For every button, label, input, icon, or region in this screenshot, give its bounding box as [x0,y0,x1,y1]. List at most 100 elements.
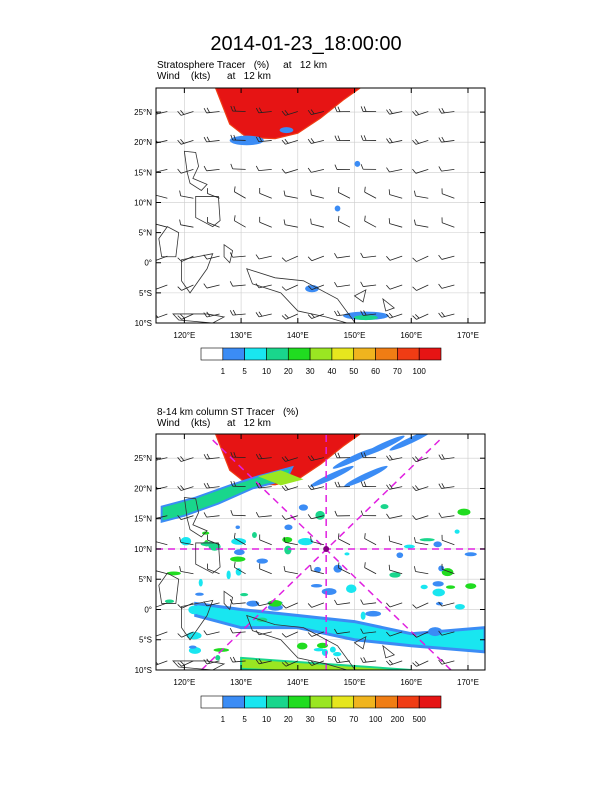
wind-barb [386,631,403,637]
tracer-patch [313,648,324,652]
wind-barb [203,283,220,289]
wind-barb [364,186,377,199]
wind-barb [230,480,246,488]
colorbar-label: 10 [262,367,271,376]
wind-barb [412,168,429,174]
wind-barb [156,194,168,199]
colorbar-box [331,695,355,709]
tracer-patch [316,642,328,649]
wind-barb [281,515,298,520]
wind-barb [156,660,168,666]
wind-barb [255,254,272,260]
tracer-patch [305,285,319,293]
tracer-patch [432,588,445,597]
wind-barb [360,657,377,663]
wind-barb [386,284,403,290]
wind-barb [364,215,377,228]
wind-barb [203,165,220,172]
tracer-patch [321,648,329,656]
tracer-patch [403,544,415,549]
wind-barb [386,454,403,461]
tracer-patch [344,552,350,556]
wind-barb [310,536,325,546]
wind-barb [438,166,455,172]
wind-barb [412,284,429,291]
tracer-patch [435,602,443,606]
wind-barb [156,223,168,228]
x-tick-label: 140°E [287,331,309,340]
wind-barb [230,134,246,141]
wind-barb [386,137,403,144]
colorbar-label: 5 [242,715,247,724]
tracer-patch [454,529,460,534]
tracer-patch [396,552,404,559]
tracer-patch [195,592,204,596]
tracer-patch [315,510,325,520]
wind-barb [388,189,403,199]
wind-barb [156,602,168,608]
coastline [183,497,208,538]
wind-barb [281,313,298,320]
wind-barb [438,630,455,636]
wind-barb [156,515,168,520]
wind-barb [334,599,351,606]
tracer-patch [284,524,293,531]
wind-barb [388,564,403,575]
wind-barb [156,631,168,637]
tracer-patch [188,605,201,615]
wind-barb [438,254,455,260]
wind-barb [233,561,246,575]
y-tick-label: 20°N [134,484,152,493]
wind-barb [441,563,455,575]
panel2-subtitle-1: 8-14 km column ST Tracer (%) [157,407,299,418]
wind-barb [412,602,429,609]
wind-barb [412,456,429,462]
coastline [183,150,208,191]
wind-barb [179,536,194,546]
wind-barb [255,601,272,607]
wind-barb [203,630,220,636]
wind-barb [233,215,246,228]
wind-barb [414,190,429,199]
tracer-patch [310,583,323,588]
wind-barb [255,136,272,143]
y-tick-label: 10°N [134,198,152,207]
tracer-patch [252,531,257,538]
wind-barb [388,218,403,228]
wind-barb [338,215,351,228]
colorbar-box [244,347,267,361]
tracer-patch [465,583,477,590]
wind-barb [255,165,272,172]
colorbar-box [418,347,442,361]
wind-barb [360,106,377,112]
wind-barb [177,110,194,116]
wind-barb [156,284,168,290]
tracer-patch [389,572,401,578]
wind-barb [364,562,377,575]
tracer-streak [344,465,388,487]
x-tick-label: 160°E [400,678,422,687]
panel1-subtitle-1: Stratosphere Tracer (%) at 12 km [157,60,328,71]
wind-barb [360,252,377,259]
y-tick-label: 5°S [139,636,152,645]
wind-barb [207,534,220,546]
wind-barb [281,255,298,262]
y-tick-label: 25°N [134,108,152,117]
page-title: 2014-01-23_18:00:00 [210,33,402,55]
tracer-patch [296,642,308,650]
wind-barb [386,312,403,319]
colorbar-box [309,347,333,361]
colorbar-box [266,695,289,709]
wind-barb [177,284,194,291]
tracer-patch [353,315,378,321]
wind-barb [360,135,377,141]
tracer-patch [428,627,443,637]
tracer-patch [346,584,357,593]
wind-barb [441,534,455,546]
wind-barb [338,186,351,199]
y-tick-label: 10°N [134,545,152,554]
wind-barb [207,188,220,199]
colorbar-box [287,347,311,361]
wind-barb [203,512,220,518]
tracer-tongue-core [258,470,304,486]
